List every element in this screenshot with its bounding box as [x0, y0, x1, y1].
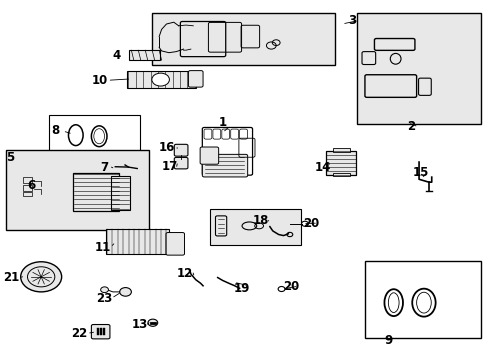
Bar	[365, 261, 481, 338]
Bar	[100, 328, 102, 335]
Bar	[127, 71, 195, 88]
Text: 20: 20	[302, 216, 318, 230]
Text: 15: 15	[412, 166, 428, 179]
Text: 22: 22	[71, 327, 88, 340]
Text: 4: 4	[112, 49, 121, 62]
Circle shape	[120, 288, 131, 296]
FancyBboxPatch shape	[202, 127, 252, 175]
Text: 5: 5	[6, 150, 15, 163]
Bar	[128, 50, 160, 60]
Text: 11: 11	[95, 241, 111, 254]
Text: 2: 2	[407, 121, 414, 134]
Bar	[23, 177, 32, 183]
Text: 7: 7	[100, 161, 108, 174]
Bar	[5, 149, 149, 230]
Bar	[97, 328, 99, 335]
FancyBboxPatch shape	[202, 154, 247, 177]
FancyBboxPatch shape	[165, 233, 184, 255]
Text: 18: 18	[252, 214, 269, 227]
Text: 20: 20	[283, 280, 299, 293]
FancyBboxPatch shape	[200, 147, 218, 164]
Text: 9: 9	[384, 334, 392, 347]
Bar	[325, 150, 355, 175]
Text: 12: 12	[177, 267, 193, 280]
Text: 21: 21	[3, 271, 20, 284]
Bar	[73, 173, 119, 211]
Text: 17: 17	[161, 160, 177, 173]
Circle shape	[27, 267, 55, 287]
Bar	[111, 176, 130, 211]
Bar	[102, 328, 104, 335]
Bar	[23, 192, 32, 197]
Text: 10: 10	[92, 74, 108, 87]
Text: 19: 19	[233, 282, 249, 295]
Circle shape	[152, 73, 169, 86]
Text: 8: 8	[51, 124, 60, 138]
FancyBboxPatch shape	[174, 144, 187, 156]
Bar	[105, 229, 168, 254]
Text: 14: 14	[314, 161, 330, 174]
Text: 13: 13	[132, 318, 148, 331]
FancyBboxPatch shape	[188, 71, 203, 87]
Text: 3: 3	[347, 14, 355, 27]
Text: 16: 16	[158, 141, 174, 154]
Bar	[49, 116, 140, 155]
Circle shape	[148, 319, 158, 326]
Bar	[210, 209, 300, 244]
Bar	[332, 173, 349, 176]
FancyBboxPatch shape	[174, 157, 187, 169]
Circle shape	[20, 262, 61, 292]
Bar	[152, 13, 334, 65]
Bar	[332, 148, 349, 152]
Bar	[23, 185, 32, 191]
Bar	[356, 13, 480, 125]
Text: 6: 6	[27, 179, 35, 192]
FancyBboxPatch shape	[91, 324, 110, 339]
Circle shape	[101, 287, 108, 293]
Text: 23: 23	[96, 292, 112, 305]
Text: 1: 1	[218, 116, 226, 129]
